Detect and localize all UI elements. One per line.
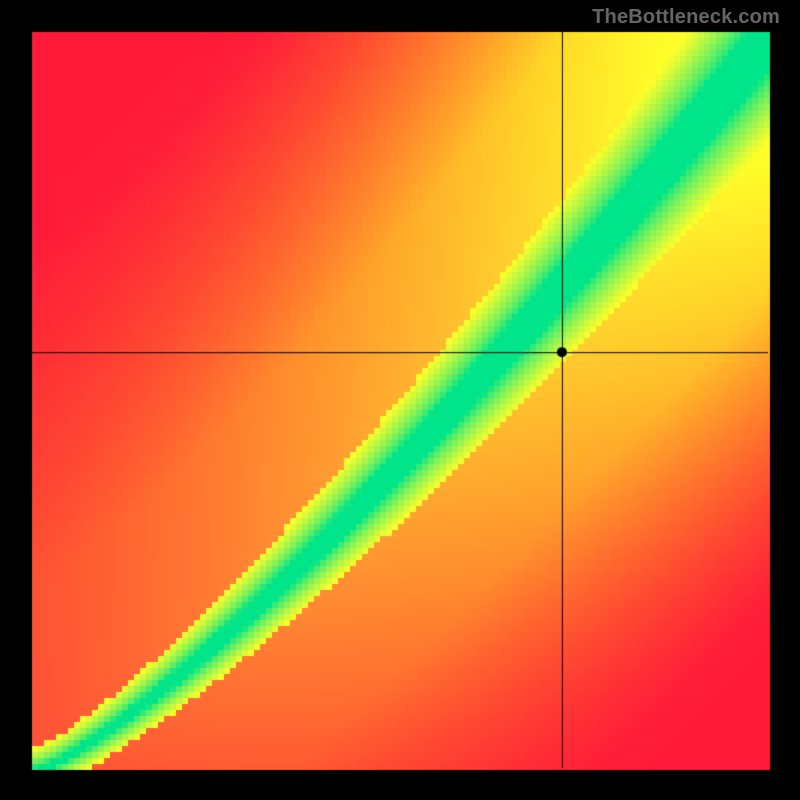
chart-container: { "watermark": { "text": "TheBottleneck.… [0, 0, 800, 800]
watermark-text: TheBottleneck.com [592, 6, 780, 29]
bottleneck-heatmap [0, 0, 800, 800]
